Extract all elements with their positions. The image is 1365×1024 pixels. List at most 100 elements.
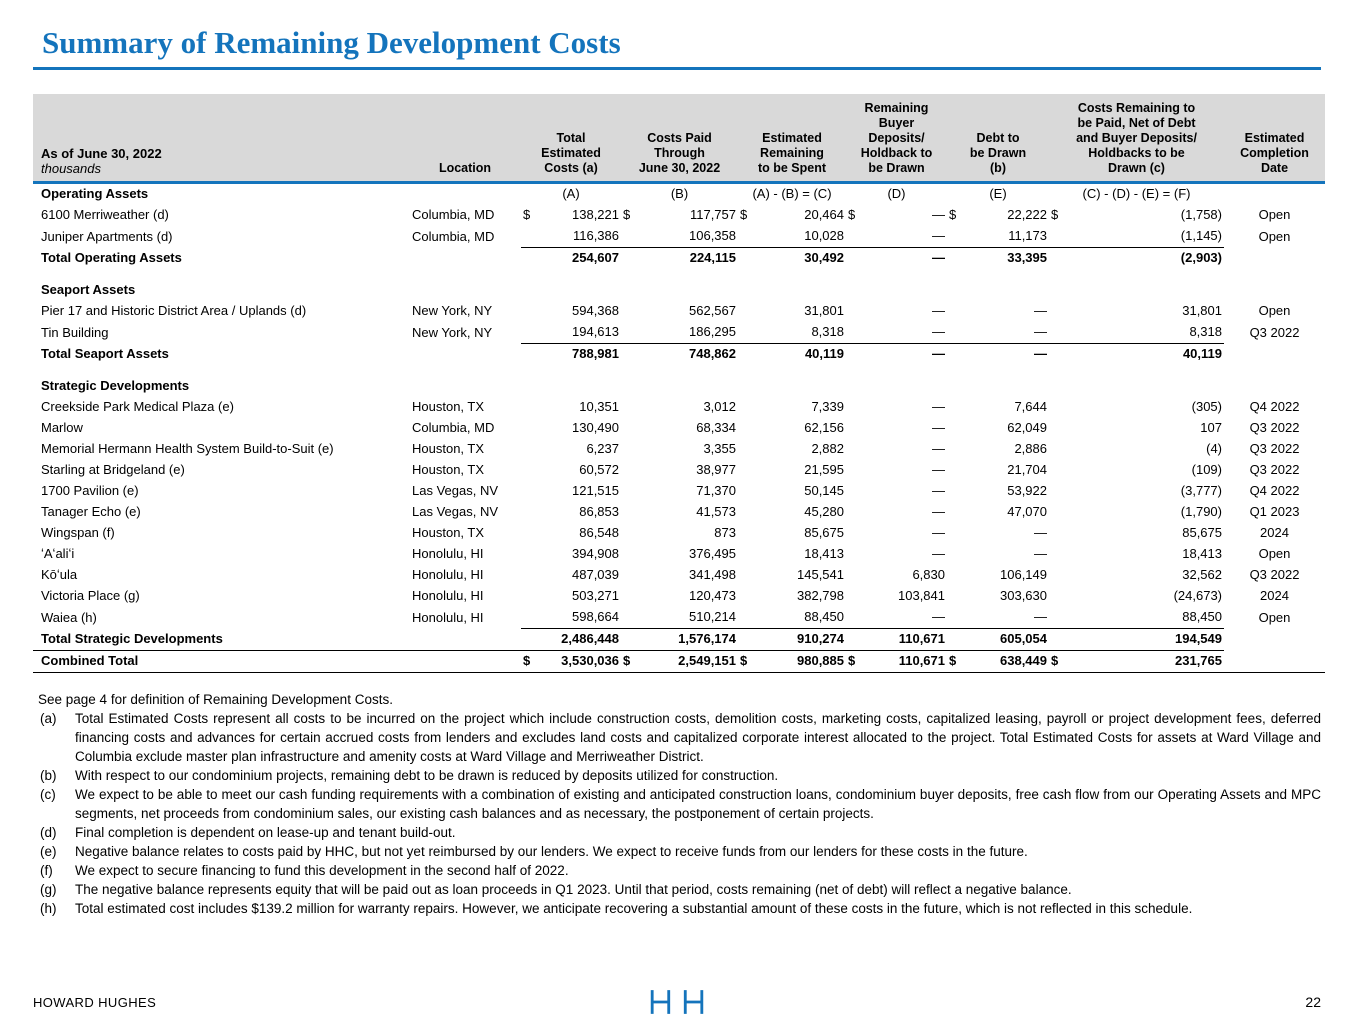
completion-date-cell xyxy=(1224,183,1325,206)
value-cell: 873 xyxy=(621,523,738,544)
asset-name-cell: Wingspan (f) xyxy=(41,525,115,541)
row-6100-merriweather-d: 6100 Merriweather (d) Columbia, MD $138,22… xyxy=(33,205,1325,226)
currency-symbol: $ xyxy=(740,207,748,223)
value-cell: $2,549,151 xyxy=(621,650,738,674)
value-text: 873 xyxy=(714,525,736,541)
value-cell: 6,830 xyxy=(846,565,947,586)
value-cell: — xyxy=(846,544,947,565)
value-text: — xyxy=(932,609,945,625)
value-cell: 194,549 xyxy=(1049,628,1224,651)
value-text: (1,790) xyxy=(1180,504,1222,520)
value-cell: 50,145 xyxy=(738,481,846,502)
table-header: As of June 30, 2022 thousands Location Tota… xyxy=(33,94,1325,185)
value-text: 60,572 xyxy=(579,462,619,478)
value-cell: 86,853 xyxy=(521,502,621,523)
value-cell: 2,882 xyxy=(738,439,846,460)
page-number: 22 xyxy=(1305,994,1321,1010)
location-cell: Houston, TX xyxy=(412,399,485,415)
footnote-text: Total estimated cost includes $139.2 mil… xyxy=(75,901,1193,917)
value-text: 138,221 xyxy=(572,207,619,223)
value-cell: $231,765 xyxy=(1049,650,1224,674)
value-text: 120,473 xyxy=(689,588,736,604)
value-text: 224,115 xyxy=(689,250,736,266)
footnote-text: The negative balance represents equity t… xyxy=(75,882,1072,898)
location-cell: Columbia, MD xyxy=(412,207,495,223)
value-text: 110,671 xyxy=(898,631,945,647)
completion-date-cell: Open xyxy=(1258,228,1291,244)
value-cell: — xyxy=(846,418,947,439)
column-letter-cell xyxy=(846,280,947,301)
value-text: 116,386 xyxy=(572,228,619,244)
column-letter-cell: (A) xyxy=(562,186,580,202)
value-cell: $3,530,036 xyxy=(521,650,621,674)
column-header-estimated-remaining: Estimated Remaining to be Spent xyxy=(738,94,846,185)
value-text: 103,841 xyxy=(898,588,945,604)
value-text: (2,903) xyxy=(1180,250,1222,266)
value-text: 194,549 xyxy=(1175,631,1222,647)
asset-name-cell: Marlow xyxy=(41,420,83,436)
location-cell xyxy=(409,376,521,397)
footnote-marker: (b) xyxy=(40,768,57,784)
currency-symbol: $ xyxy=(740,653,748,669)
location-cell xyxy=(409,248,521,270)
value-cell: — xyxy=(846,502,947,523)
value-text: 31,801 xyxy=(804,303,844,319)
value-cell: (109) xyxy=(1049,460,1224,481)
column-letter-cell: (A) - (B) = (C) xyxy=(752,186,832,202)
value-cell: 120,473 xyxy=(621,586,738,607)
value-text: — xyxy=(932,420,945,436)
value-text: (3,777) xyxy=(1180,483,1222,499)
asset-name-cell: Tin Building xyxy=(41,324,109,340)
asset-name-cell: Juniper Apartments (d) xyxy=(41,228,173,244)
completion-date-cell: Q4 2022 xyxy=(1249,399,1300,415)
currency-symbol: $ xyxy=(523,653,531,669)
location-cell xyxy=(409,629,521,651)
value-text: 32,562 xyxy=(1182,567,1222,583)
column-header-costs-remaining-net: Costs Remaining to be Paid, Net of Debt … xyxy=(1049,94,1224,185)
value-cell: — xyxy=(947,322,1049,344)
value-cell: 38,977 xyxy=(621,460,738,481)
value-cell: 910,274 xyxy=(738,628,846,651)
value-cell: 130,490 xyxy=(521,418,621,439)
value-cell: 503,271 xyxy=(521,586,621,607)
value-text: (4) xyxy=(1206,441,1222,457)
footnote-c: (c) We expect to be able to meet our cash… xyxy=(33,785,1321,823)
title-divider: Summary of Remaining Development Costs xyxy=(33,25,1321,71)
value-cell: (3,777) xyxy=(1049,481,1224,502)
column-header-location: Location xyxy=(409,94,521,185)
location-cell: Las Vegas, NV xyxy=(412,504,498,520)
page-title: Summary of Remaining Development Costs xyxy=(42,25,621,60)
value-text: — xyxy=(932,324,945,340)
value-cell: (305) xyxy=(1049,397,1224,418)
brand-name: HOWARD HUGHES xyxy=(33,994,157,1010)
value-cell: 748,862 xyxy=(621,343,738,366)
completion-date-cell: Open xyxy=(1258,546,1291,562)
value-cell: 145,541 xyxy=(738,565,846,586)
value-text: 376,495 xyxy=(689,546,736,562)
value-cell: — xyxy=(846,439,947,460)
value-cell: 41,573 xyxy=(621,502,738,523)
location-cell: Columbia, MD xyxy=(412,228,495,244)
value-cell: 85,675 xyxy=(1049,523,1224,544)
value-cell: 47,070 xyxy=(947,502,1049,523)
footnote-marker: (c) xyxy=(40,787,56,803)
row-starling-at-bridgeland-e: Starling at Bridgeland (e) Houston, TX 60,… xyxy=(33,460,1325,481)
value-cell: 341,498 xyxy=(621,565,738,586)
value-cell: 487,039 xyxy=(521,565,621,586)
row-total-strategic-developments: Total Strategic Developments 2,486,448 1,5… xyxy=(33,628,1325,651)
value-cell: 110,671 xyxy=(846,628,947,651)
currency-symbol: $ xyxy=(1051,653,1059,669)
value-text: — xyxy=(932,399,945,415)
row-creekside-park-medical-plaza-e: Creekside Park Medical Plaza (e) Houston,… xyxy=(33,397,1325,418)
value-cell: 2,486,448 xyxy=(521,628,621,651)
value-cell: $22,222 xyxy=(947,205,1049,226)
value-text: 980,885 xyxy=(797,653,844,669)
value-text: 11,173 xyxy=(1008,228,1047,244)
asset-name-cell: Victoria Place (g) xyxy=(41,588,140,604)
value-cell: 45,280 xyxy=(738,502,846,523)
completion-date-cell xyxy=(1224,248,1325,270)
column-header-remaining-buyer-deposits: Remaining Buyer Deposits/ Holdback to be… xyxy=(846,94,947,185)
value-cell: 121,515 xyxy=(521,481,621,502)
value-text: 487,039 xyxy=(572,567,619,583)
value-text: — xyxy=(1034,546,1047,562)
